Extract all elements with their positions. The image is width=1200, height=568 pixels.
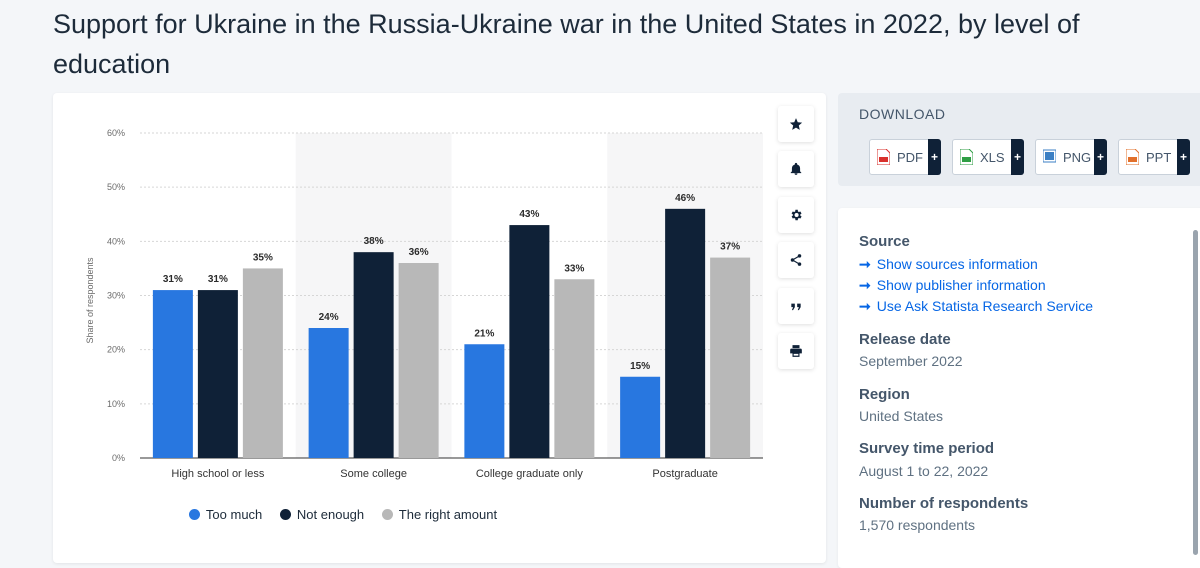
download-ppt-button[interactable]: PPT + <box>1118 139 1190 175</box>
star-icon <box>789 118 803 130</box>
download-xls-button[interactable]: XLS + <box>952 139 1024 175</box>
notification-button[interactable] <box>778 151 814 187</box>
page-title: Support for Ukraine in the Russia-Ukrain… <box>53 9 1080 79</box>
download-xls-label: XLS <box>980 149 1005 165</box>
release-date-value: September 2022 <box>859 353 963 369</box>
ask-statista-link[interactable]: ➞ Use Ask Statista Research Service <box>859 298 1093 315</box>
cite-button[interactable] <box>778 288 814 324</box>
data-label: 31% <box>208 274 228 285</box>
download-xls-plus[interactable]: + <box>1011 139 1024 175</box>
settings-button[interactable] <box>778 197 814 233</box>
download-pdf-plus[interactable]: + <box>928 139 941 175</box>
region-heading: Region <box>859 386 910 403</box>
ask-statista-label: Use Ask Statista Research Service <box>876 298 1094 314</box>
x-tick-label: College graduate only <box>476 468 584 480</box>
bar-the-right-amount <box>242 268 283 458</box>
ppt-file-icon <box>1125 148 1140 166</box>
y-tick-label: 40% <box>107 236 125 246</box>
region-value: United States <box>859 408 944 424</box>
legend-dot-not-enough <box>279 509 291 520</box>
bar-too-much <box>620 376 661 458</box>
source-heading: Source <box>859 233 910 250</box>
xls-file-icon <box>959 148 974 166</box>
survey-period-value: August 1 to 22, 2022 <box>859 463 989 479</box>
bar-too-much <box>464 344 505 458</box>
chart-legend: Too much Not enough The right amount <box>53 507 633 522</box>
y-tick-label: 20% <box>107 345 125 355</box>
y-axis-title: Share of respondents <box>85 257 95 344</box>
legend-dot-right-amount <box>381 509 393 520</box>
show-publisher-link[interactable]: ➞ Show publisher information <box>859 277 1046 294</box>
data-label: 38% <box>364 236 384 247</box>
legend-dot-too-much <box>188 509 200 520</box>
legend-label-not-enough: Not enough <box>296 507 365 522</box>
png-file-icon <box>1042 149 1057 165</box>
bar-not-enough <box>509 225 550 458</box>
arrow-right-icon: ➞ <box>859 298 871 314</box>
download-panel: DOWNLOAD PDF + XLS + PNG + PPT + <box>838 93 1200 186</box>
download-png-plus[interactable]: + <box>1094 139 1107 175</box>
favorite-button[interactable] <box>778 106 814 142</box>
bar-not-enough <box>197 290 238 458</box>
show-publisher-label: Show publisher information <box>876 277 1046 293</box>
release-date-heading: Release date <box>859 331 951 348</box>
arrow-right-icon: ➞ <box>859 256 871 272</box>
bar-chart: 0% 10% 20% 30% 40% 50% 60% Share of respondents… <box>85 128 763 480</box>
download-title: DOWNLOAD <box>859 106 946 122</box>
data-label: 36% <box>409 247 429 258</box>
data-label: 37% <box>720 242 740 253</box>
bar-too-much <box>308 328 349 458</box>
show-sources-link[interactable]: ➞ Show sources information <box>859 256 1038 273</box>
chart-card: 0% 10% 20% 30% 40% 50% 60% Share of respondents… <box>53 93 826 563</box>
bar-not-enough <box>353 252 394 458</box>
data-label: 43% <box>519 209 539 220</box>
scrollbar[interactable] <box>1193 230 1198 555</box>
print-button[interactable] <box>778 333 814 369</box>
data-label: 24% <box>319 312 339 323</box>
download-pdf-button[interactable]: PDF + <box>869 139 941 175</box>
data-label: 21% <box>474 328 494 339</box>
y-tick-label: 0% <box>112 453 125 463</box>
pdf-file-icon <box>876 148 891 166</box>
quote-icon <box>791 303 801 311</box>
bar-the-right-amount <box>554 279 595 458</box>
download-ppt-plus[interactable]: + <box>1177 139 1190 175</box>
respondents-heading: Number of respondents <box>859 495 1029 512</box>
y-tick-label: 30% <box>107 291 125 301</box>
x-tick-label: High school or less <box>171 468 264 480</box>
bar-not-enough <box>665 208 706 458</box>
data-label: 46% <box>675 193 695 204</box>
share-icon <box>790 254 802 266</box>
download-ppt-label: PPT <box>1146 149 1172 165</box>
survey-period-heading: Survey time period <box>859 440 995 457</box>
y-tick-label: 10% <box>107 399 125 409</box>
legend-item-right-amount[interactable]: The right amount <box>381 507 498 522</box>
y-tick-label: 50% <box>107 182 125 192</box>
legend-item-too-much[interactable]: Too much <box>188 507 263 522</box>
legend-label-right-amount: The right amount <box>398 507 498 522</box>
respondents-value: 1,570 respondents <box>859 517 975 533</box>
x-tick-label: Some college <box>340 468 407 480</box>
data-label: 31% <box>163 274 183 285</box>
y-tick-label: 60% <box>107 128 125 138</box>
data-label: 15% <box>630 361 650 372</box>
bar-too-much <box>152 290 193 458</box>
download-png-label: PNG <box>1063 149 1092 165</box>
print-icon <box>790 345 802 357</box>
legend-item-not-enough[interactable]: Not enough <box>279 507 365 522</box>
bell-icon <box>790 162 802 175</box>
data-label: 33% <box>564 263 584 274</box>
details-panel: Source ➞ Show sources information ➞ Show p… <box>838 208 1200 568</box>
show-sources-label: Show sources information <box>876 256 1038 272</box>
download-png-button[interactable]: PNG + <box>1035 139 1107 175</box>
share-button[interactable] <box>778 242 814 278</box>
bar-the-right-amount <box>398 263 439 458</box>
bar-the-right-amount <box>710 257 751 458</box>
legend-label-too-much: Too much <box>205 507 263 522</box>
gear-icon <box>791 209 802 221</box>
x-tick-label: Postgraduate <box>652 468 717 480</box>
download-pdf-label: PDF <box>897 149 923 165</box>
arrow-right-icon: ➞ <box>859 277 871 293</box>
data-label: 35% <box>253 252 273 263</box>
